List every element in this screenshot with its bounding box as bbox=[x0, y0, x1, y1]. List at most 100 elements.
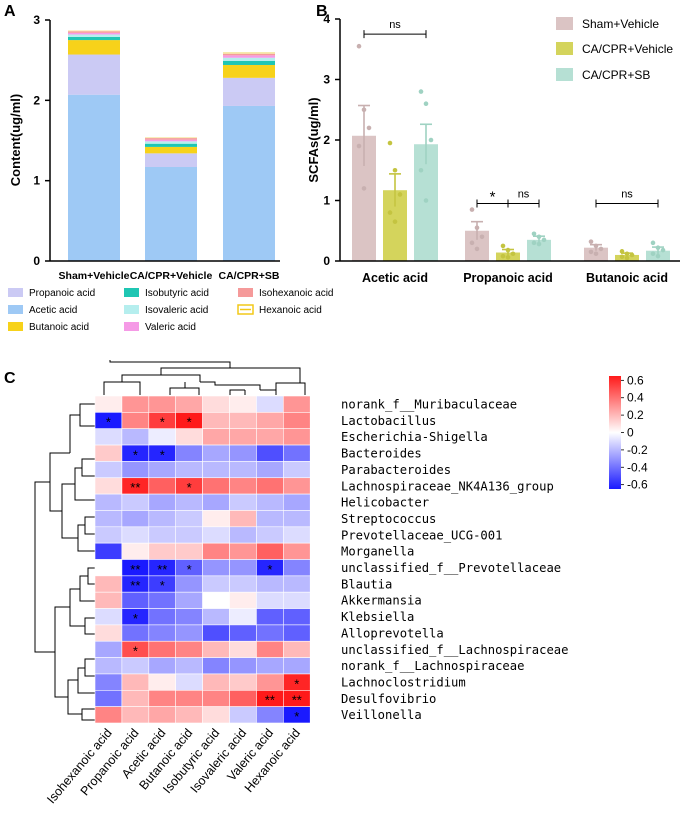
heatmap-cell bbox=[175, 689, 203, 707]
scale-tick-label: 0.2 bbox=[627, 408, 644, 422]
data-point bbox=[624, 255, 630, 261]
heatmap-cell bbox=[94, 428, 123, 446]
legend-swatch bbox=[238, 288, 253, 297]
heatmap-cell bbox=[229, 510, 257, 528]
heatmap-cell bbox=[121, 657, 150, 675]
heatmap-cell bbox=[229, 559, 257, 577]
data-point bbox=[392, 219, 398, 224]
x-tick-label: Propanoic acid bbox=[463, 271, 553, 285]
row-label: Bacteroides bbox=[341, 447, 422, 461]
heatmap-cell bbox=[148, 640, 177, 658]
y-tick-label: 4 bbox=[323, 12, 330, 26]
significance-star: ** bbox=[130, 480, 140, 495]
heatmap-cell bbox=[229, 542, 257, 560]
row-label: Prevotellaceae_UCG-001 bbox=[341, 528, 502, 542]
heatmap-cell bbox=[202, 559, 230, 577]
heatmap-cell bbox=[282, 412, 311, 430]
heatmap-cell bbox=[175, 395, 203, 413]
data-point bbox=[474, 246, 480, 252]
heatmap-cell bbox=[202, 493, 230, 511]
significance-star: * bbox=[187, 415, 192, 430]
significance-star: * bbox=[106, 415, 111, 430]
dendrograms bbox=[34, 360, 306, 721]
heatmap-cell bbox=[256, 624, 284, 642]
heatmap-cell bbox=[282, 510, 311, 528]
heatmap-cell bbox=[148, 461, 177, 479]
heatmap-cell bbox=[256, 591, 284, 609]
data-point bbox=[624, 251, 630, 257]
heatmap-cell bbox=[282, 477, 311, 495]
data-point bbox=[541, 237, 547, 243]
heatmap-cell bbox=[175, 493, 203, 511]
significance-star: * bbox=[160, 578, 165, 593]
legend-swatch bbox=[556, 68, 573, 81]
bar-segment bbox=[223, 60, 275, 65]
data-point bbox=[423, 101, 429, 106]
heatmap-cell bbox=[94, 510, 123, 528]
heatmap-cell bbox=[175, 461, 203, 479]
data-point bbox=[531, 231, 537, 237]
y-tick-label: 2 bbox=[33, 93, 40, 107]
y-tick-label: 1 bbox=[33, 174, 40, 188]
heatmap-cell bbox=[256, 395, 284, 413]
significance-brackets: ns * ns ns bbox=[363, 19, 659, 208]
data-point bbox=[629, 252, 635, 258]
bar-segment bbox=[145, 138, 197, 140]
scale-tick-label: -0.6 bbox=[627, 478, 648, 492]
significance-star: * bbox=[187, 562, 192, 577]
heatmap-cell bbox=[94, 444, 123, 462]
heatmap-cell bbox=[256, 640, 284, 658]
heatmap-cell bbox=[282, 559, 311, 577]
heatmap-cell bbox=[121, 706, 150, 724]
heatmap-cell bbox=[175, 706, 203, 724]
legend-label: Sham+Vehicle bbox=[582, 17, 659, 31]
data-point bbox=[536, 241, 542, 247]
stacked-bar-chart: 0 1 2 3 Content(ug/ml) Sham+Vehicle CA/CPR+V… bbox=[8, 13, 334, 333]
legend-swatch bbox=[556, 42, 573, 55]
data-point bbox=[510, 251, 516, 257]
heatmap-cell bbox=[148, 608, 177, 626]
legend-swatch bbox=[124, 288, 139, 297]
heatmap-cell bbox=[94, 461, 123, 479]
color-scale-bar bbox=[609, 376, 621, 489]
legend-swatch bbox=[556, 17, 573, 30]
x-tick-label: Acetic acid bbox=[362, 271, 428, 285]
row-label: Helicobacter bbox=[341, 496, 429, 510]
bar-segment bbox=[223, 77, 275, 106]
row-label: Lachnoclostridium bbox=[341, 675, 466, 689]
grouped-bar-chart: 0 1 2 3 4 SCFAs(ug/ml) Acetic acid Propanoic … bbox=[306, 12, 680, 285]
heatmap-cell bbox=[94, 608, 123, 626]
heatmap-cell bbox=[229, 493, 257, 511]
heatmap-cell bbox=[202, 657, 230, 675]
scale-tick-label: 0.4 bbox=[627, 391, 644, 405]
heatmap-cell bbox=[148, 689, 177, 707]
heatmap-cell bbox=[282, 493, 311, 511]
heatmap-cell bbox=[148, 542, 177, 560]
heatmap-cell bbox=[121, 461, 150, 479]
legend: Propanoic acid Isobutyric acid Isohexanoic… bbox=[8, 288, 334, 333]
bar-segment bbox=[145, 167, 197, 261]
data-point bbox=[500, 243, 506, 249]
heatmap-cell bbox=[121, 493, 150, 511]
heatmap-cell bbox=[148, 428, 177, 446]
heatmap-cell bbox=[175, 542, 203, 560]
legend-label: Isobutyric acid bbox=[145, 288, 209, 299]
legend-label: CA/CPR+SB bbox=[582, 68, 650, 82]
significance-star: ** bbox=[265, 693, 275, 708]
data-point bbox=[655, 245, 661, 250]
heatmap-cell bbox=[229, 673, 257, 691]
data-point bbox=[356, 143, 362, 149]
heatmap-cell bbox=[148, 526, 177, 544]
heatmap-cell bbox=[256, 461, 284, 479]
bar-segment bbox=[223, 105, 275, 261]
row-label: norank_f__Muribaculaceae bbox=[341, 398, 517, 412]
x-tick-label: CA/CPR+Vehicle bbox=[130, 270, 213, 282]
heatmap-cell bbox=[256, 444, 284, 462]
heatmap-cell bbox=[94, 575, 123, 593]
heatmap-cell bbox=[94, 395, 123, 413]
heatmap-cell bbox=[121, 526, 150, 544]
significance-star: * bbox=[133, 644, 138, 659]
heatmap-cell bbox=[175, 640, 203, 658]
